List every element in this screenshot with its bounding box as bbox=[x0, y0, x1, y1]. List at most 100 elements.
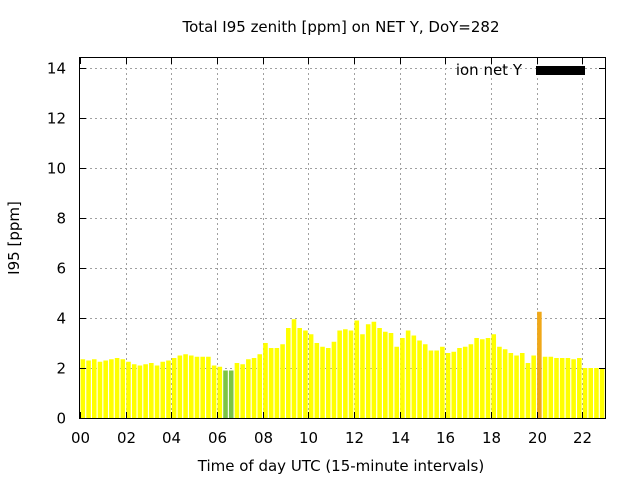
bar bbox=[559, 358, 565, 418]
bar bbox=[160, 361, 166, 418]
y-tick-label: 2 bbox=[56, 360, 66, 378]
bar bbox=[502, 349, 508, 418]
bar bbox=[508, 353, 514, 418]
bar bbox=[131, 364, 137, 418]
bar bbox=[554, 358, 559, 418]
bar bbox=[240, 364, 245, 418]
x-tick-label: 04 bbox=[162, 429, 181, 447]
bar bbox=[263, 343, 268, 418]
bar bbox=[286, 328, 291, 418]
bar bbox=[91, 359, 97, 418]
bar bbox=[514, 355, 519, 418]
plot-frame bbox=[79, 57, 606, 419]
x-tick-label: 10 bbox=[299, 429, 318, 447]
bar bbox=[480, 339, 485, 418]
bar bbox=[451, 351, 457, 418]
bar bbox=[400, 338, 405, 418]
y-tick-label: 0 bbox=[56, 410, 66, 428]
bar bbox=[542, 356, 548, 418]
bar bbox=[411, 335, 417, 418]
bar bbox=[297, 328, 302, 418]
bar bbox=[314, 343, 320, 418]
bar bbox=[571, 359, 576, 418]
bar bbox=[257, 354, 263, 418]
bar bbox=[354, 320, 360, 418]
bar bbox=[194, 356, 200, 418]
bar bbox=[548, 356, 554, 418]
bar bbox=[126, 361, 131, 418]
bar bbox=[325, 348, 331, 418]
bar bbox=[217, 366, 223, 418]
y-axis-label: I95 [ppm] bbox=[5, 201, 23, 275]
bar bbox=[422, 344, 428, 418]
bar bbox=[80, 359, 86, 418]
bar bbox=[468, 344, 474, 418]
bar bbox=[525, 363, 531, 418]
bar bbox=[474, 338, 479, 418]
y-tick-label: 12 bbox=[47, 110, 66, 128]
bar bbox=[177, 355, 183, 418]
bar bbox=[149, 363, 154, 418]
bar bbox=[268, 348, 274, 418]
bar bbox=[188, 355, 194, 418]
legend-label: ion net Y bbox=[456, 61, 523, 79]
bar bbox=[371, 321, 377, 418]
bar bbox=[280, 344, 285, 418]
x-tick-label: 02 bbox=[117, 429, 136, 447]
x-tick-label: 22 bbox=[573, 429, 592, 447]
bar bbox=[462, 346, 468, 418]
bar bbox=[120, 359, 126, 418]
bar bbox=[537, 311, 542, 418]
x-tick-label: 18 bbox=[482, 429, 501, 447]
bar bbox=[308, 334, 314, 418]
bar bbox=[200, 356, 205, 418]
chart-title: Total I95 zenith [ppm] on NET Y, DoY=282 bbox=[181, 18, 499, 36]
y-tick-label: 6 bbox=[56, 260, 66, 278]
y-tick-label: 8 bbox=[56, 210, 66, 228]
bar bbox=[497, 346, 502, 418]
bar bbox=[109, 359, 114, 418]
x-tick-label: 08 bbox=[254, 429, 273, 447]
x-tick-label: 20 bbox=[528, 429, 547, 447]
x-axis-label: Time of day UTC (15-minute intervals) bbox=[197, 457, 484, 475]
bar bbox=[531, 355, 536, 418]
bar bbox=[588, 368, 594, 418]
x-tick-label: 14 bbox=[391, 429, 410, 447]
bar bbox=[405, 330, 411, 418]
bar bbox=[154, 365, 160, 418]
bar bbox=[274, 348, 280, 418]
bar bbox=[303, 330, 308, 418]
legend: ion net Y bbox=[456, 61, 585, 79]
bar bbox=[491, 334, 497, 418]
bar bbox=[97, 361, 103, 418]
bar bbox=[234, 363, 240, 418]
x-tick-label: 00 bbox=[71, 429, 90, 447]
bar bbox=[228, 370, 234, 418]
x-tick-label: 12 bbox=[345, 429, 364, 447]
bar bbox=[331, 341, 337, 418]
bar bbox=[388, 333, 394, 418]
bar bbox=[211, 365, 217, 418]
bar bbox=[394, 346, 399, 418]
legend-swatch bbox=[536, 66, 585, 75]
bar bbox=[343, 329, 348, 418]
bar bbox=[291, 319, 297, 418]
bar bbox=[434, 350, 439, 418]
bar bbox=[383, 331, 388, 418]
y-tick-label: 14 bbox=[47, 60, 66, 78]
bar bbox=[445, 353, 451, 418]
bar bbox=[246, 359, 251, 418]
bar bbox=[519, 353, 525, 418]
bar bbox=[223, 370, 228, 418]
bar bbox=[137, 365, 143, 418]
bar bbox=[377, 328, 382, 418]
bar bbox=[565, 358, 571, 418]
bar bbox=[114, 358, 120, 418]
bar bbox=[320, 346, 325, 418]
bar bbox=[485, 338, 491, 418]
bar bbox=[348, 330, 354, 418]
bar bbox=[360, 334, 365, 418]
bar bbox=[582, 368, 588, 418]
